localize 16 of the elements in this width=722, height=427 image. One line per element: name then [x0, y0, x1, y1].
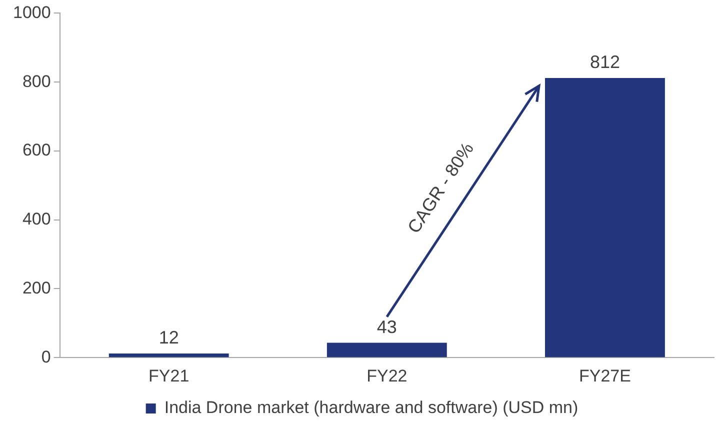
bar [326, 342, 447, 358]
x-tick-label: FY22 [366, 366, 408, 386]
y-tick-label: 400 [22, 210, 51, 229]
y-tick-label: 200 [22, 278, 51, 298]
legend-label: India Drone market (hardware and software) (USD mn) [164, 398, 578, 418]
x-tick-label: FY27E [578, 366, 631, 386]
data-label: 812 [590, 52, 620, 72]
y-tick-label: 1000 [12, 2, 51, 22]
data-label: 12 [158, 327, 179, 348]
y-tick-label: 800 [22, 72, 51, 91]
bar [545, 78, 665, 358]
bar [108, 353, 229, 358]
data-label: 43 [376, 316, 397, 337]
x-tick-label: FY21 [148, 366, 190, 386]
y-tick-label: 600 [22, 140, 51, 160]
y-tick-label: 0 [41, 347, 51, 366]
